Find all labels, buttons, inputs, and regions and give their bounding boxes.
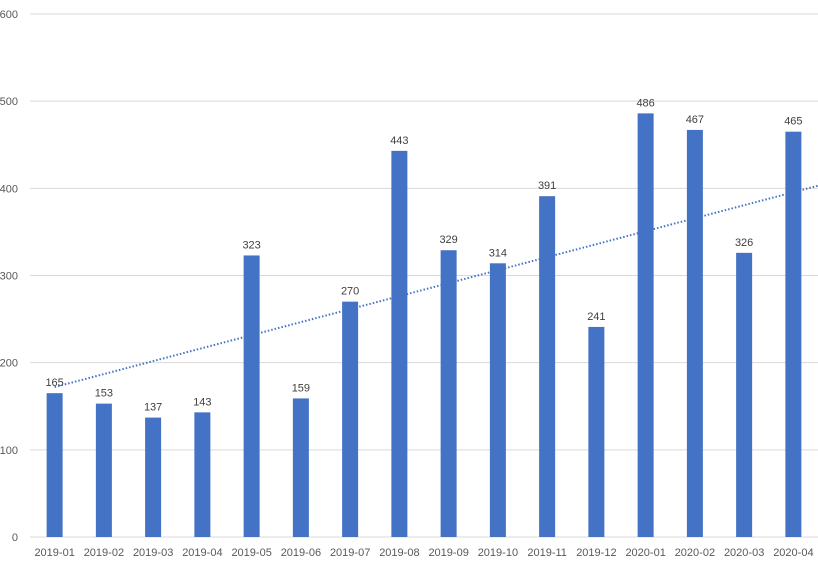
bar [539, 196, 556, 537]
x-tick-label: 2019-09 [428, 547, 468, 559]
x-tick-label: 2019-01 [34, 547, 74, 559]
gridlines [30, 13, 818, 538]
bar [95, 403, 112, 537]
data-labels: 165 153 137 143 323 159 270 443 329 314 391 241 486 4… [45, 97, 802, 413]
x-tick-label: 2019-08 [379, 547, 419, 559]
data-label: 137 [144, 402, 162, 414]
data-label: 323 [242, 239, 260, 251]
y-tick-label: 100 [0, 445, 18, 457]
data-label: 143 [193, 396, 211, 408]
y-tick-label: 0 [12, 532, 18, 544]
bar [391, 150, 408, 537]
bar [637, 113, 654, 538]
bar [785, 131, 802, 538]
data-label: 241 [587, 311, 605, 323]
x-tick-label: 2019-07 [330, 547, 370, 559]
data-label: 443 [390, 135, 408, 147]
bar [440, 250, 457, 537]
data-label: 165 [45, 377, 63, 389]
bar [588, 326, 605, 537]
bar [489, 263, 506, 537]
x-tick-label: 2020-01 [625, 547, 665, 559]
y-tick-label: 400 [0, 183, 18, 195]
data-label: 329 [439, 234, 457, 246]
bar [243, 255, 260, 537]
y-tick-label: 300 [0, 271, 18, 283]
y-tick-label: 200 [0, 358, 18, 370]
data-label: 486 [636, 97, 654, 109]
x-tick-label: 2020-04 [773, 547, 813, 559]
data-label: 391 [538, 180, 556, 192]
bar [145, 417, 162, 537]
bar [686, 129, 703, 537]
x-tick-label: 2019-11 [527, 547, 567, 559]
bars [46, 113, 802, 538]
x-tick-label: 2019-05 [231, 547, 271, 559]
y-axis-ticks: 0 100 200 300 400 500 600 [0, 9, 18, 544]
y-tick-label: 500 [0, 96, 18, 108]
data-label: 270 [341, 286, 359, 298]
bar [46, 393, 63, 537]
bar [736, 252, 753, 537]
x-tick-label: 2019-06 [281, 547, 321, 559]
bar [292, 398, 309, 537]
y-tick-label: 600 [0, 9, 18, 21]
data-label: 153 [95, 388, 113, 400]
data-label: 159 [292, 382, 310, 394]
x-tick-label: 2020-02 [675, 547, 715, 559]
x-tick-label: 2019-02 [84, 547, 124, 559]
data-label: 467 [686, 114, 704, 126]
data-label: 465 [784, 116, 802, 128]
bar [342, 301, 359, 537]
x-tick-label: 2019-12 [576, 547, 616, 559]
x-tick-label: 2020-03 [724, 547, 764, 559]
bar [194, 412, 211, 537]
data-label: 314 [489, 247, 507, 259]
trendline [54, 184, 818, 389]
x-axis-ticks: 2019-01 2019-02 2019-03 2019-04 2019-05 2019-… [34, 547, 813, 559]
x-tick-label: 2019-10 [478, 547, 518, 559]
data-label: 326 [735, 237, 753, 249]
x-tick-label: 2019-04 [182, 547, 222, 559]
x-tick-label: 2019-03 [133, 547, 173, 559]
